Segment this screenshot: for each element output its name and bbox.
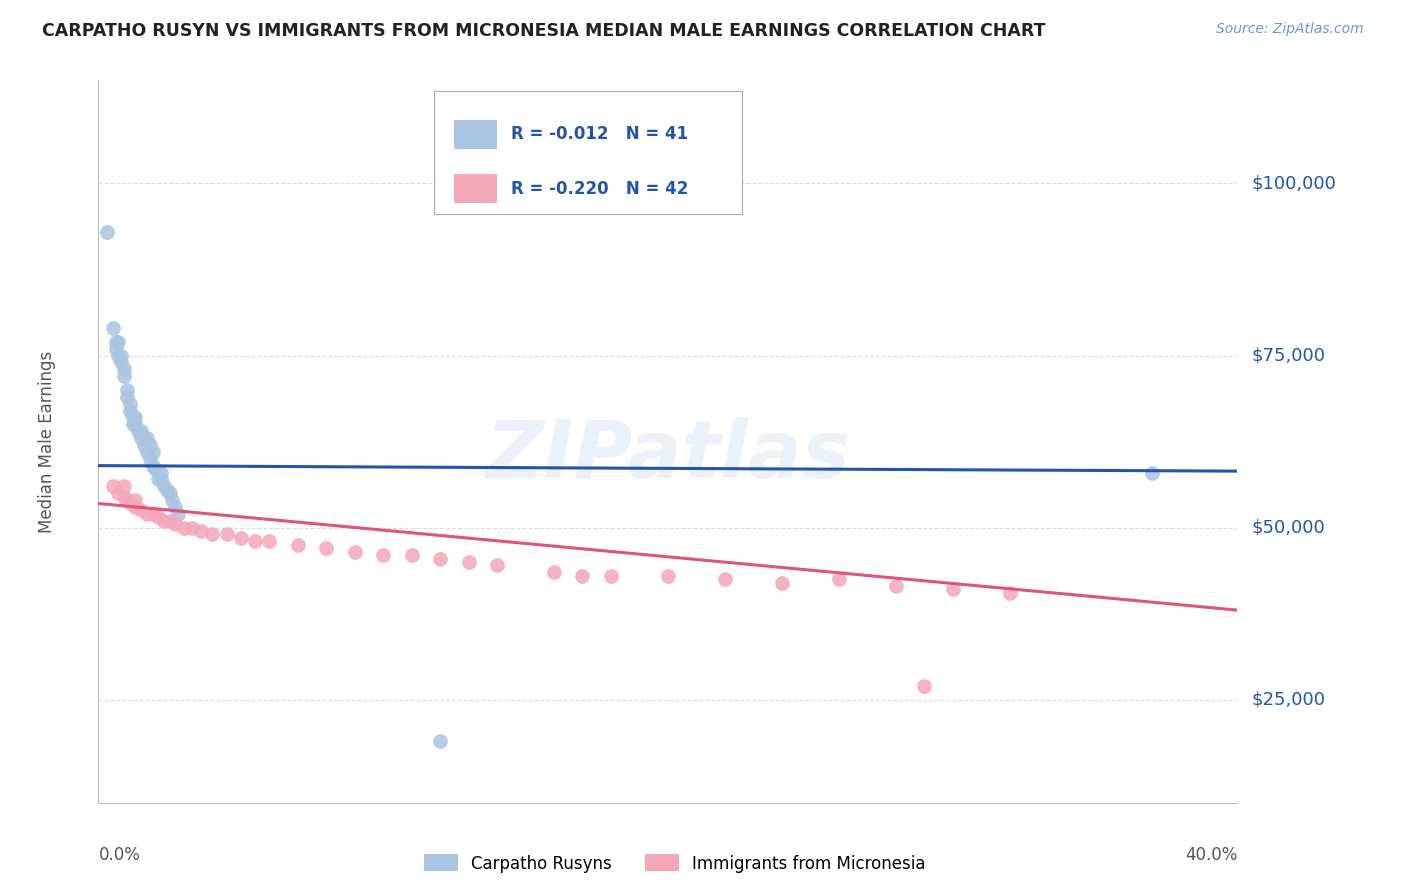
- Text: CARPATHO RUSYN VS IMMIGRANTS FROM MICRONESIA MEDIAN MALE EARNINGS CORRELATION CH: CARPATHO RUSYN VS IMMIGRANTS FROM MICRON…: [42, 22, 1046, 40]
- Point: [828, 572, 851, 586]
- Point: [112, 479, 135, 493]
- Point: [162, 493, 184, 508]
- Point: [998, 586, 1021, 600]
- Point: [121, 410, 143, 425]
- Point: [159, 514, 181, 528]
- Point: [118, 496, 141, 510]
- Point: [132, 431, 155, 445]
- Point: [173, 520, 195, 534]
- Point: [129, 431, 152, 445]
- Point: [124, 500, 146, 514]
- Point: [104, 342, 127, 356]
- Point: [215, 527, 238, 541]
- Point: [135, 507, 157, 521]
- Point: [101, 321, 124, 335]
- Text: $50,000: $50,000: [1251, 518, 1324, 537]
- Point: [259, 534, 281, 549]
- Point: [315, 541, 337, 556]
- Point: [115, 383, 138, 397]
- Text: $25,000: $25,000: [1251, 690, 1326, 708]
- Text: R = -0.012   N = 41: R = -0.012 N = 41: [510, 125, 688, 143]
- Point: [129, 424, 152, 438]
- Point: [138, 451, 160, 466]
- Bar: [454, 174, 498, 203]
- Text: 40.0%: 40.0%: [1185, 847, 1237, 864]
- Point: [132, 438, 155, 452]
- Point: [101, 479, 124, 493]
- Point: [401, 548, 423, 562]
- Point: [486, 558, 509, 573]
- Point: [243, 534, 266, 549]
- Point: [343, 544, 366, 558]
- Point: [135, 431, 157, 445]
- Point: [181, 520, 204, 534]
- Point: [110, 355, 132, 369]
- Point: [112, 369, 135, 384]
- Point: [107, 349, 129, 363]
- Point: [159, 486, 181, 500]
- Point: [657, 568, 679, 582]
- Point: [110, 349, 132, 363]
- Point: [115, 390, 138, 404]
- Point: [543, 566, 565, 580]
- Point: [912, 679, 935, 693]
- Point: [429, 734, 451, 748]
- Point: [148, 472, 170, 486]
- Point: [129, 503, 152, 517]
- Point: [124, 417, 146, 432]
- Point: [457, 555, 479, 569]
- Text: ZIPatlas: ZIPatlas: [485, 417, 851, 495]
- Point: [201, 527, 224, 541]
- Point: [107, 486, 129, 500]
- Point: [135, 445, 157, 459]
- Point: [141, 458, 163, 473]
- Point: [571, 568, 593, 582]
- Bar: [454, 120, 498, 149]
- Point: [145, 462, 167, 476]
- Text: R = -0.220   N = 42: R = -0.220 N = 42: [510, 179, 688, 198]
- Point: [112, 490, 135, 504]
- Point: [115, 493, 138, 508]
- Point: [148, 510, 170, 524]
- Point: [884, 579, 907, 593]
- Point: [770, 575, 793, 590]
- Point: [190, 524, 212, 538]
- Point: [153, 514, 176, 528]
- Point: [127, 424, 149, 438]
- Point: [1140, 466, 1163, 480]
- Point: [118, 403, 141, 417]
- FancyBboxPatch shape: [434, 91, 742, 214]
- Point: [121, 417, 143, 432]
- Point: [96, 225, 118, 239]
- Text: $75,000: $75,000: [1251, 346, 1326, 365]
- Point: [165, 517, 187, 532]
- Text: Source: ZipAtlas.com: Source: ZipAtlas.com: [1216, 22, 1364, 37]
- Text: $100,000: $100,000: [1251, 175, 1336, 193]
- Point: [165, 500, 187, 514]
- Point: [156, 483, 179, 497]
- Point: [373, 548, 395, 562]
- Point: [107, 334, 129, 349]
- Point: [150, 472, 173, 486]
- Text: Median Male Earnings: Median Male Earnings: [38, 351, 56, 533]
- Point: [287, 538, 309, 552]
- Point: [104, 334, 127, 349]
- Legend: Carpatho Rusyns, Immigrants from Micronesia: Carpatho Rusyns, Immigrants from Microne…: [418, 847, 932, 880]
- Point: [124, 493, 146, 508]
- Point: [167, 507, 190, 521]
- Point: [714, 572, 737, 586]
- Point: [150, 466, 173, 480]
- Point: [141, 507, 163, 521]
- Point: [600, 568, 623, 582]
- Text: 0.0%: 0.0%: [98, 847, 141, 864]
- Point: [429, 551, 451, 566]
- Point: [112, 362, 135, 376]
- Point: [942, 582, 965, 597]
- Point: [124, 410, 146, 425]
- Point: [229, 531, 252, 545]
- Point: [153, 479, 176, 493]
- Point: [118, 397, 141, 411]
- Point: [138, 438, 160, 452]
- Point: [141, 445, 163, 459]
